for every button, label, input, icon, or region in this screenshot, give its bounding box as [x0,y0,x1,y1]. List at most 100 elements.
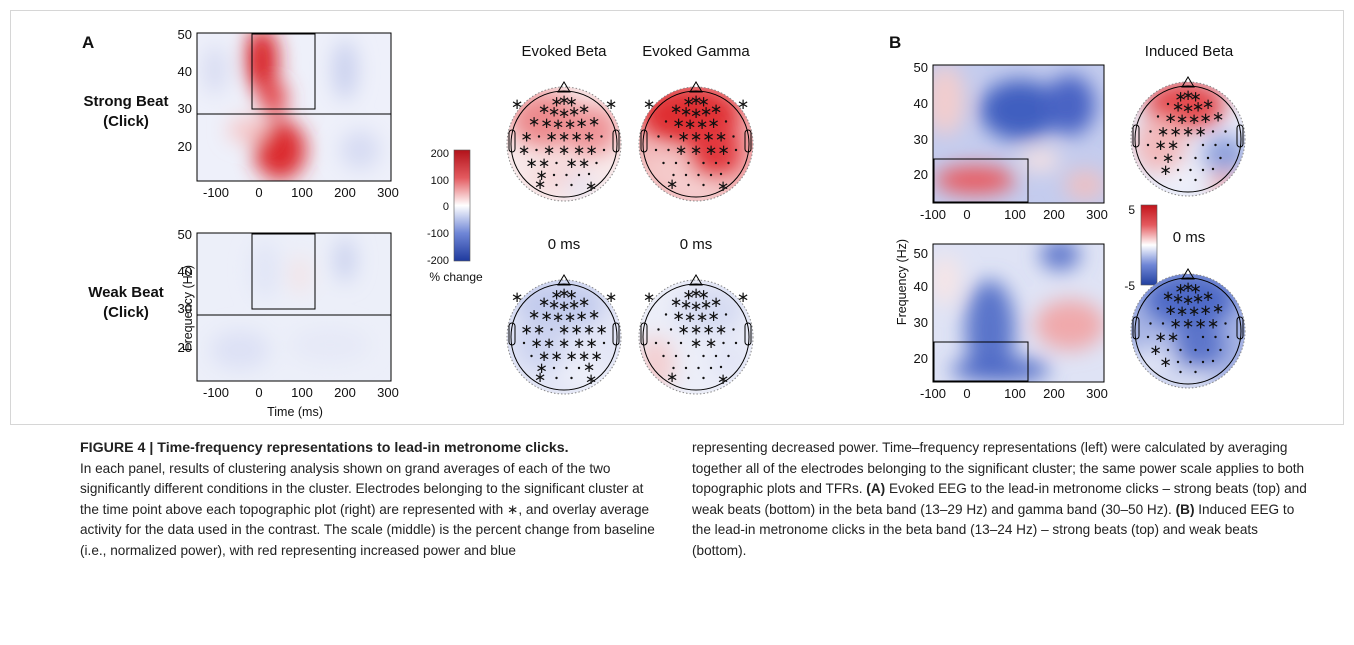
electrode-dot [587,172,591,176]
electrode-dot [577,366,581,370]
cbar-tick: -100 [427,228,449,240]
cbar-b-tick: 5 [1128,203,1135,217]
electrode-star: ∗ [700,296,713,314]
electrode-star: ∗ [538,293,551,311]
electrode-dot [1161,322,1165,325]
electrode-star: ∗ [1182,86,1195,104]
electrode-star: ∗ [696,115,709,133]
electrode-star: ∗ [558,128,571,146]
electrode-star: ∗ [1212,300,1225,318]
electrode-star: ∗ [696,308,709,326]
evoked-gamma-title: Evoked Gamma [642,43,750,60]
ytick: 20 [178,340,192,355]
electrode-star: ∗ [1154,328,1167,346]
electrode-dot [1156,115,1160,118]
electrode-dot [719,172,723,176]
xtick: 100 [291,185,313,200]
xtick: 100 [291,385,313,400]
caption-left: FIGURE 4 | Time-frequency representation… [80,438,660,561]
electrode-star: ∗ [583,321,596,339]
electrode-star: ∗ [1189,88,1202,106]
strong-beat-label-1: Strong Beat [83,93,168,110]
electrode-dot [697,366,700,370]
electrode-star: ∗ [1154,136,1167,154]
electrode-star: ∗ [1192,290,1205,308]
electrode-star: ∗ [548,296,561,314]
electrode-star: ∗ [528,306,541,324]
tfr-b-axes: 50 40 30 20 -100 0 100 200 300 50 40 30 … [895,60,1108,401]
electrode-star: ∗ [670,100,683,118]
tfr-strong-beat [196,32,392,182]
electrode-star: ∗ [1159,353,1172,371]
xtick: -100 [920,207,946,222]
electrode-dot [570,376,573,380]
electrode-dot [684,366,688,370]
electrode-star: ∗ [540,307,553,325]
electrode-star: ∗ [588,306,601,324]
topomap-induced-beta-weak [1130,268,1246,389]
xtick: 200 [334,185,356,200]
electrode-star: ∗ [550,286,563,304]
caption-right: representing decreased power. Time–frequ… [692,438,1312,561]
xtick: 300 [1086,386,1108,401]
electrode-dot [550,328,553,331]
electrode-dot [1224,130,1227,133]
electrode-dot [1211,359,1215,363]
electrode-star: ∗ [1188,302,1201,320]
electrode-star: ∗ [707,114,720,132]
electrode-dot [687,183,690,187]
electrode-dot [570,183,573,187]
electrode-dot [654,341,658,345]
electrode-star: ∗ [1182,278,1195,296]
electrode-dot [1166,102,1170,106]
tfr-a-axes: 50 40 30 20 -100 0 100 200 300 50 40 30 … [178,27,399,419]
ytick: 30 [914,315,928,330]
topomap-induced-beta-strong [1130,76,1246,197]
electrode-star: ∗ [666,175,679,193]
caption-right-text-2: Evoked EEG to the lead-in metronome clic… [692,481,1307,517]
cbar-tick: 0 [443,201,449,213]
electrode-star: ∗ [595,321,608,339]
electrode-dot [702,161,705,165]
ytick: 30 [178,101,192,116]
time-label-induced: 0 ms [1173,229,1206,246]
electrode-dot [684,173,688,177]
electrode-star: ∗ [690,141,703,159]
electrode-dot [722,341,725,345]
electrode-star: ∗ [670,293,683,311]
electrode-star: ∗ [552,115,565,133]
electrode-star: ∗ [540,114,553,132]
electrode-star: ∗ [680,103,693,121]
cbar-tick: 200 [431,148,449,160]
electrode-star: ∗ [643,95,656,113]
weak-beat-label-1: Weak Beat [88,284,164,301]
electrode-star: ∗ [520,128,533,146]
xtick: 300 [377,185,399,200]
xtick: 200 [334,385,356,400]
electrode-dot [662,161,665,165]
electrode-dot [600,135,603,138]
electrode-dot [1214,335,1217,339]
electrode-dot [602,148,606,152]
electrode-dot [555,161,558,165]
electrode-star: ∗ [550,347,563,365]
electrode-star: ∗ [1212,108,1225,126]
electrode-star: ∗ [690,334,703,352]
electrode-star: ∗ [717,177,730,195]
electrode-dot [535,148,538,152]
electrode-star: ∗ [737,288,750,306]
electrode-dot [727,354,730,358]
electrode-star: ∗ [690,104,703,122]
electrode-star: ∗ [710,100,723,118]
electrode-dot [679,341,683,345]
electrode-star: ∗ [715,321,728,339]
electrode-dot [522,341,526,345]
electrode-star: ∗ [684,308,697,326]
electrode-star: ∗ [1182,123,1195,141]
electrode-dot [552,173,556,177]
electrode-star: ∗ [578,100,591,118]
electrode-dot [1186,335,1190,339]
topomap-evoked-beta-weak [506,274,622,395]
electrode-star: ∗ [715,128,728,146]
